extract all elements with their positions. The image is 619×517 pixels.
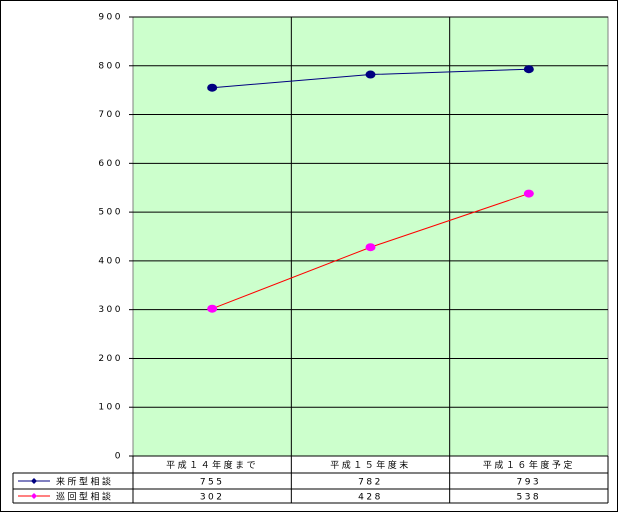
y-tick-label: 0 <box>115 452 123 462</box>
table-value: 755 <box>200 478 225 488</box>
legend-label: 巡回型相談 <box>56 491 114 503</box>
marker <box>365 243 376 252</box>
plot-area <box>132 16 609 457</box>
y-tick-label: 300 <box>98 305 123 315</box>
marker <box>365 70 376 79</box>
table-value: 793 <box>516 478 541 488</box>
marker <box>523 189 534 198</box>
y-tick-label: 200 <box>98 354 123 364</box>
y-tick-label: 900 <box>98 13 123 23</box>
y-tick-label: 100 <box>98 403 123 413</box>
y-tick-label: 500 <box>98 208 123 218</box>
legend-marker <box>31 493 37 499</box>
x-tick-label: 平成１５年度末 <box>330 459 411 471</box>
table-value: 428 <box>358 493 383 503</box>
y-tick-label: 700 <box>98 110 123 120</box>
marker <box>523 65 534 74</box>
x-tick-label: 平成１６年度予定 <box>483 459 575 471</box>
x-tick-label: 平成１４年度まで <box>166 459 258 471</box>
table-value: 302 <box>200 493 225 503</box>
marker <box>207 304 218 313</box>
table-value: 782 <box>358 478 383 488</box>
marker <box>207 83 218 92</box>
legend-marker <box>31 478 37 484</box>
table-value: 538 <box>516 493 541 503</box>
y-tick-label: 800 <box>98 61 123 71</box>
y-tick-label: 400 <box>98 256 123 266</box>
legend-label: 来所型相談 <box>56 476 114 488</box>
y-tick-label: 600 <box>98 159 123 169</box>
